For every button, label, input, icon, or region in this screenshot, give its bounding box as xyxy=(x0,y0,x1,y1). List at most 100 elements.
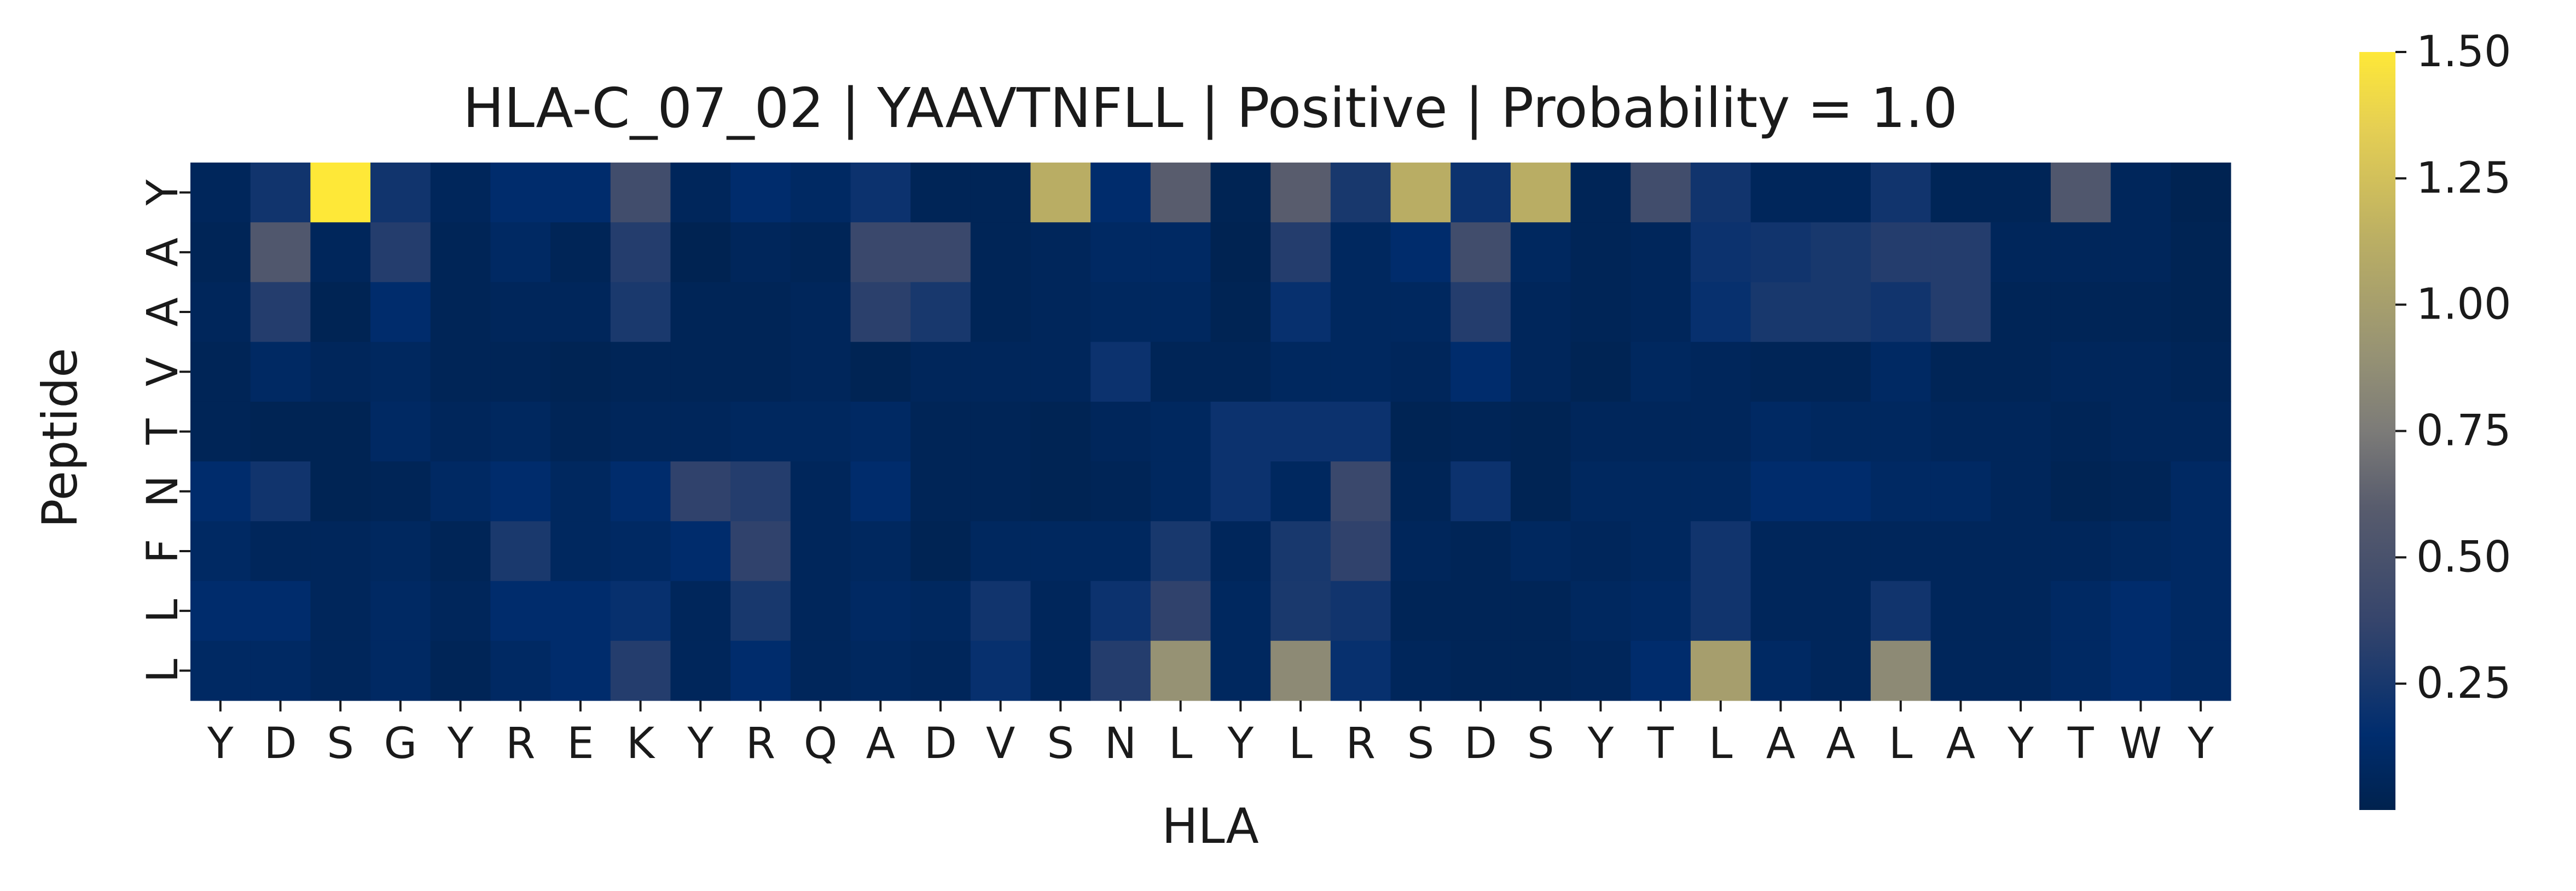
heatmap-cell xyxy=(670,521,731,582)
colorbar xyxy=(2359,52,2395,810)
x-tick-label: Y xyxy=(447,719,474,768)
heatmap-cell xyxy=(730,581,791,641)
heatmap-cell xyxy=(1090,222,1151,283)
heatmap-cell xyxy=(1270,163,1331,223)
heatmap-cell xyxy=(2171,282,2231,343)
heatmap-cell xyxy=(1750,581,1811,641)
heatmap-cell xyxy=(1631,521,1691,582)
heatmap-cell xyxy=(1270,222,1331,283)
heatmap-cell xyxy=(1210,401,1271,462)
heatmap-cell xyxy=(1631,401,1691,462)
heatmap-cell xyxy=(610,581,671,641)
heatmap-cell xyxy=(1090,640,1151,701)
heatmap-cell xyxy=(2171,401,2231,462)
x-tick-label: A xyxy=(1946,719,1975,768)
x-tick-label: D xyxy=(1464,719,1497,768)
x-tick-label: R xyxy=(506,719,535,768)
heatmap-cell xyxy=(1150,282,1211,343)
heatmap-cell xyxy=(730,222,791,283)
heatmap-cell xyxy=(850,342,911,402)
heatmap-cell xyxy=(730,401,791,462)
heatmap-cell xyxy=(730,163,791,223)
heatmap-cell xyxy=(1811,401,1871,462)
heatmap-cell xyxy=(1030,401,1091,462)
heatmap-cell xyxy=(1690,640,1751,701)
heatmap-cell xyxy=(1390,163,1451,223)
x-tick-label: Y xyxy=(2007,719,2034,768)
heatmap-cell xyxy=(1631,163,1691,223)
heatmap-cell xyxy=(250,342,311,402)
heatmap-cell xyxy=(1991,521,2051,582)
y-axis-ticks: Y A A V T N F L L xyxy=(138,179,190,682)
heatmap-cell xyxy=(1870,163,1931,223)
heatmap-cell xyxy=(190,222,251,283)
heatmap-cell xyxy=(190,581,251,641)
heatmap-cell xyxy=(2110,640,2171,701)
heatmap-cell xyxy=(190,640,251,701)
colorbar-tick-label: 1.00 xyxy=(2416,280,2511,329)
heatmap-cell xyxy=(790,401,851,462)
heatmap-cell xyxy=(910,163,971,223)
heatmap-cell xyxy=(430,581,491,641)
heatmap-cell xyxy=(1090,581,1151,641)
heatmap-cell xyxy=(370,342,431,402)
heatmap-cell xyxy=(550,282,611,343)
heatmap-cell xyxy=(1390,342,1451,402)
heatmap-cell xyxy=(850,401,911,462)
heatmap-cell xyxy=(2050,163,2111,223)
heatmap-cell xyxy=(430,282,491,343)
heatmap-cell xyxy=(2050,282,2111,343)
heatmap-cell xyxy=(970,461,1031,522)
heatmap-cell xyxy=(1570,461,1631,522)
heatmap-cell xyxy=(1570,222,1631,283)
heatmap-cell xyxy=(610,461,671,522)
heatmap-cell xyxy=(1150,581,1211,641)
heatmap-cell xyxy=(1930,342,1991,402)
y-tick-label: L xyxy=(138,658,188,682)
y-axis-label: Peptide xyxy=(32,348,88,528)
x-tick-label: G xyxy=(384,719,417,768)
heatmap-cell xyxy=(190,282,251,343)
heatmap-cell xyxy=(850,282,911,343)
heatmap-cell xyxy=(730,521,791,582)
heatmap-cell xyxy=(850,581,911,641)
heatmap-cell xyxy=(1451,640,1511,701)
x-tick-label: E xyxy=(567,719,594,768)
heatmap-cell xyxy=(730,640,791,701)
colorbar-tick-label: 0.75 xyxy=(2416,407,2511,456)
heatmap-cell xyxy=(970,521,1031,582)
heatmap-cell xyxy=(790,521,851,582)
heatmap-cell xyxy=(670,461,731,522)
heatmap-cell xyxy=(790,581,851,641)
heatmap-cell xyxy=(1870,581,1931,641)
y-tick-label: V xyxy=(138,357,188,386)
heatmap-cell xyxy=(370,282,431,343)
heatmap-cell xyxy=(250,640,311,701)
heatmap-cell xyxy=(1030,640,1091,701)
heatmap-cell xyxy=(610,342,671,402)
heatmap-cell xyxy=(1930,521,1991,582)
heatmap-cell xyxy=(610,521,671,582)
heatmap-cell xyxy=(1631,461,1691,522)
y-tick-label: T xyxy=(138,418,188,445)
heatmap-cell xyxy=(1510,581,1571,641)
heatmap-cell xyxy=(1150,401,1211,462)
heatmap-cell xyxy=(610,163,671,223)
heatmap-cell xyxy=(850,461,911,522)
heatmap-cell xyxy=(1631,222,1691,283)
y-tick-label: Y xyxy=(138,179,188,206)
chart-title: HLA-C_07_02 | YAAVTNFLL | Positive | Pro… xyxy=(463,76,1958,140)
heatmap-cell xyxy=(910,282,971,343)
heatmap-cell xyxy=(1991,461,2051,522)
heatmap-cell xyxy=(1870,640,1931,701)
heatmap-cell xyxy=(850,222,911,283)
heatmap-cell xyxy=(1570,401,1631,462)
heatmap-cell xyxy=(550,581,611,641)
heatmap-cell xyxy=(1451,342,1511,402)
heatmap-cell xyxy=(1991,581,2051,641)
heatmap-cell xyxy=(1390,401,1451,462)
heatmap-cell xyxy=(670,342,731,402)
heatmap-cell xyxy=(1030,222,1091,283)
